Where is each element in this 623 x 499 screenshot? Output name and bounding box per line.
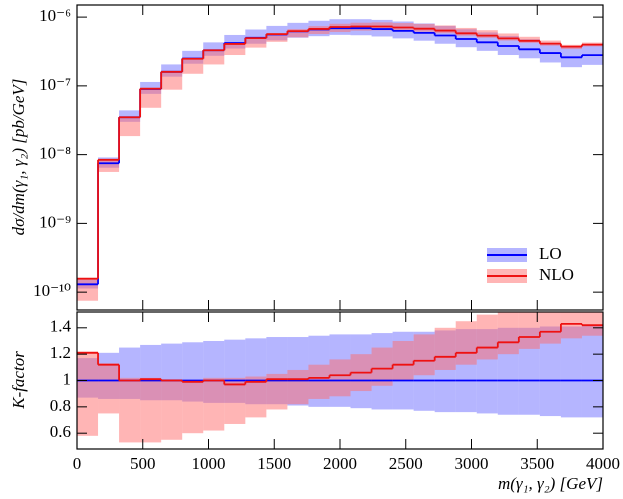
y-tick-label: 0.8 bbox=[50, 396, 71, 415]
uncertainty-band bbox=[203, 377, 225, 431]
x-tick-label: 4000 bbox=[586, 454, 620, 473]
uncertainty-band bbox=[245, 36, 267, 48]
uncertainty-band bbox=[161, 71, 183, 90]
y-tick-label: 1.2 bbox=[50, 343, 71, 362]
uncertainty-band bbox=[77, 351, 99, 436]
uncertainty-band bbox=[371, 347, 393, 386]
uncertainty-band bbox=[497, 312, 519, 355]
uncertainty-band bbox=[434, 327, 456, 370]
uncertainty-band bbox=[518, 312, 540, 349]
plot-area bbox=[77, 19, 603, 301]
uncertainty-band bbox=[182, 380, 204, 434]
uncertainty-band bbox=[392, 340, 414, 381]
uncertainty-band bbox=[140, 88, 162, 108]
uncertainty-band bbox=[224, 42, 246, 56]
x-tick-label: 3000 bbox=[455, 454, 489, 473]
x-axis-label: m(γ₁, γ₂) [GeV] bbox=[498, 474, 603, 493]
uncertainty-band bbox=[455, 27, 477, 36]
uncertainty-band bbox=[266, 32, 288, 42]
x-tick-label: 1500 bbox=[257, 454, 291, 473]
uncertainty-band bbox=[308, 364, 330, 399]
uncertainty-band bbox=[287, 29, 309, 38]
uncertainty-band bbox=[560, 312, 582, 339]
uncertainty-band bbox=[119, 116, 141, 137]
uncertainty-band bbox=[518, 36, 540, 43]
uncertainty-band bbox=[413, 334, 435, 376]
uncertainty-band bbox=[119, 377, 141, 443]
uncertainty-band bbox=[182, 58, 204, 74]
y-tick-label: 10⁻⁹ bbox=[39, 212, 71, 231]
uncertainty-band bbox=[161, 379, 183, 440]
uncertainty-band bbox=[455, 321, 477, 365]
y-tick-label: 1 bbox=[63, 369, 72, 388]
y-tick-label: 1.4 bbox=[50, 317, 72, 336]
x-tick-label: 1000 bbox=[192, 454, 226, 473]
uncertainty-band bbox=[329, 359, 351, 397]
uncertainty-band bbox=[539, 312, 561, 344]
x-tick-label: 3500 bbox=[520, 454, 554, 473]
uncertainty-band bbox=[560, 326, 582, 418]
uncertainty-band bbox=[434, 25, 456, 34]
uncertainty-band bbox=[476, 314, 498, 360]
x-tick-label: 0 bbox=[73, 454, 82, 473]
uncertainty-band bbox=[77, 278, 99, 301]
uncertainty-band bbox=[266, 373, 288, 410]
legend-label: NLO bbox=[539, 265, 574, 284]
y-tick-label: 10⁻⁷ bbox=[39, 75, 71, 94]
uncertainty-band bbox=[539, 326, 561, 417]
x-tick-label: 2000 bbox=[323, 454, 357, 473]
y-axis-label: K-factor bbox=[9, 351, 28, 410]
legend-label: LO bbox=[539, 244, 562, 263]
y-axis-label: dσ/dm(γ₁, γ₂) [pb/GeV] bbox=[9, 79, 28, 236]
y-tick-label: 10⁻¹⁰ bbox=[33, 281, 71, 300]
uncertainty-band bbox=[581, 312, 603, 336]
y-tick-label: 0.6 bbox=[50, 422, 71, 441]
uncertainty-band bbox=[518, 327, 540, 415]
x-tick-label: 500 bbox=[130, 454, 156, 473]
uncertainty-band bbox=[287, 369, 309, 405]
uncertainty-band bbox=[119, 110, 141, 122]
uncertainty-band bbox=[140, 377, 162, 443]
uncertainty-band bbox=[497, 33, 519, 41]
uncertainty-band bbox=[581, 325, 603, 418]
uncertainty-band bbox=[98, 363, 120, 414]
uncertainty-band bbox=[98, 159, 120, 172]
uncertainty-band bbox=[245, 376, 267, 418]
y-tick-label: 10⁻⁸ bbox=[39, 144, 71, 163]
uncertainty-band bbox=[224, 377, 246, 424]
uncertainty-band bbox=[476, 30, 498, 38]
y-tick-label: 10⁻⁶ bbox=[39, 6, 71, 25]
uncertainty-band bbox=[203, 49, 225, 65]
plot-area bbox=[77, 312, 603, 443]
x-tick-label: 2500 bbox=[389, 454, 423, 473]
